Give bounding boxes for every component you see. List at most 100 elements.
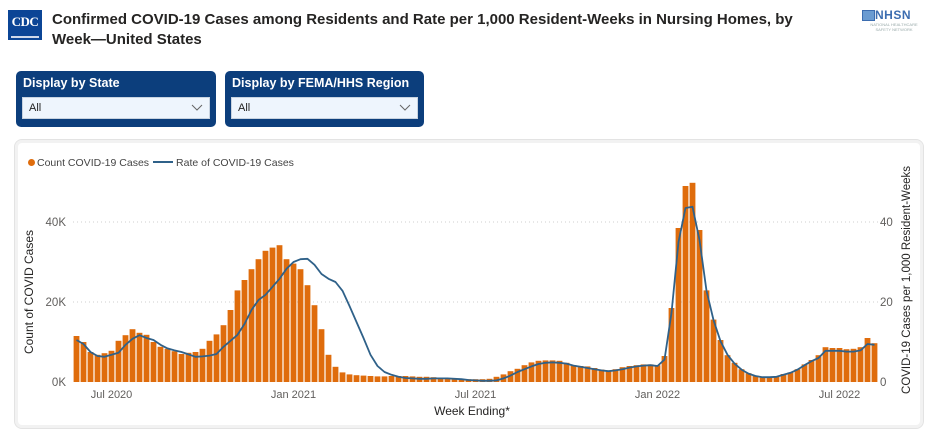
bar [325, 354, 332, 382]
bar [283, 259, 290, 382]
gridlines [73, 221, 878, 303]
nhsn-mark-icon [862, 10, 875, 21]
bar [444, 378, 451, 382]
x-tick-label: Jul 2020 [91, 389, 133, 401]
bar [248, 269, 255, 382]
bar [157, 346, 164, 382]
chevron-down-icon [399, 104, 411, 111]
bar [73, 336, 80, 382]
bar [507, 371, 514, 382]
bar [808, 360, 815, 382]
bar [220, 325, 227, 382]
x-tick-label: Jul 2022 [819, 389, 861, 401]
bar [731, 362, 738, 382]
state-filter-dropdown[interactable]: All [22, 97, 210, 119]
bar [822, 347, 829, 382]
cdc-logo-subtitle [11, 36, 39, 38]
y2-tick-label: 40 [880, 217, 893, 229]
legend-label-rate: Rate of COVID-19 Cases [176, 157, 294, 169]
cdc-logo-text: CDC [11, 14, 39, 29]
bar [794, 369, 801, 382]
bar [829, 348, 836, 382]
bar [745, 373, 752, 382]
bar [556, 360, 563, 382]
bar [815, 355, 822, 382]
bar [619, 367, 626, 382]
bar [339, 372, 346, 382]
bar [388, 376, 395, 382]
bar [864, 338, 871, 382]
bar [696, 230, 703, 382]
bar [381, 376, 388, 382]
bar [192, 352, 199, 382]
chevron-down-icon [191, 104, 203, 111]
bar [199, 348, 206, 382]
bar [115, 340, 122, 382]
bar [234, 290, 241, 382]
bar [584, 366, 591, 382]
bar [430, 377, 437, 382]
bar [675, 228, 682, 382]
bar [857, 347, 864, 382]
bar-series [73, 182, 878, 382]
bar [724, 355, 731, 382]
x-tick-label: Jan 2022 [635, 389, 680, 401]
bar [255, 259, 262, 382]
bar [535, 360, 542, 382]
bar [311, 305, 318, 382]
bar [353, 375, 360, 382]
bar [374, 376, 381, 382]
bar [640, 364, 647, 382]
bar [227, 310, 234, 382]
y2-axis-title: COVID-19 Cases per 1,000 Resident-Weeks [901, 166, 913, 394]
legend-label-count: Count COVID-19 Cases [37, 157, 150, 169]
bar [591, 368, 598, 382]
bar [493, 376, 500, 382]
x-tick-label: Jul 2021 [455, 389, 497, 401]
nhsn-wordmark: NHSN [875, 8, 912, 22]
bar [241, 280, 248, 382]
bar [122, 335, 129, 382]
bar [766, 377, 773, 382]
bar [850, 348, 857, 382]
bar [80, 342, 87, 382]
state-filter: Display by State All [16, 71, 216, 127]
state-filter-label: Display by State [23, 76, 120, 90]
bar [395, 376, 402, 382]
y-tick-label: 40K [46, 217, 67, 229]
bar [171, 351, 178, 382]
rate-line [76, 205, 875, 382]
bar [185, 352, 192, 382]
bar [668, 308, 675, 382]
bar [738, 369, 745, 382]
region-filter-value: All [238, 102, 251, 114]
bar [129, 329, 136, 382]
y2-axis-ticks: 0 20 40 [880, 217, 893, 389]
y-tick-label: 0K [52, 377, 66, 389]
x-axis-ticks: Jul 2020 Jan 2021 Jul 2021 Jan 2022 Jul 2022 [91, 389, 861, 401]
bar [108, 350, 115, 382]
bar [458, 379, 465, 382]
bar [206, 340, 213, 382]
bar [871, 343, 878, 382]
region-filter-label: Display by FEMA/HHS Region [232, 76, 410, 90]
bar [703, 290, 710, 382]
bar [717, 340, 724, 382]
bar [94, 354, 101, 382]
region-filter-dropdown[interactable]: All [231, 97, 418, 119]
bar [213, 334, 220, 382]
bar [437, 377, 444, 382]
nhsn-logo: NHSN NATIONAL HEALTHCARE SAFETY NETWORK [862, 8, 922, 38]
bar [178, 354, 185, 382]
bar [402, 376, 409, 382]
bar [521, 365, 528, 382]
bar [276, 245, 283, 382]
bar [605, 370, 612, 382]
legend-line-marker [153, 161, 174, 163]
bar [801, 364, 808, 382]
bar [164, 348, 171, 382]
bar [542, 360, 549, 382]
bar [290, 263, 297, 382]
bar [843, 349, 850, 382]
